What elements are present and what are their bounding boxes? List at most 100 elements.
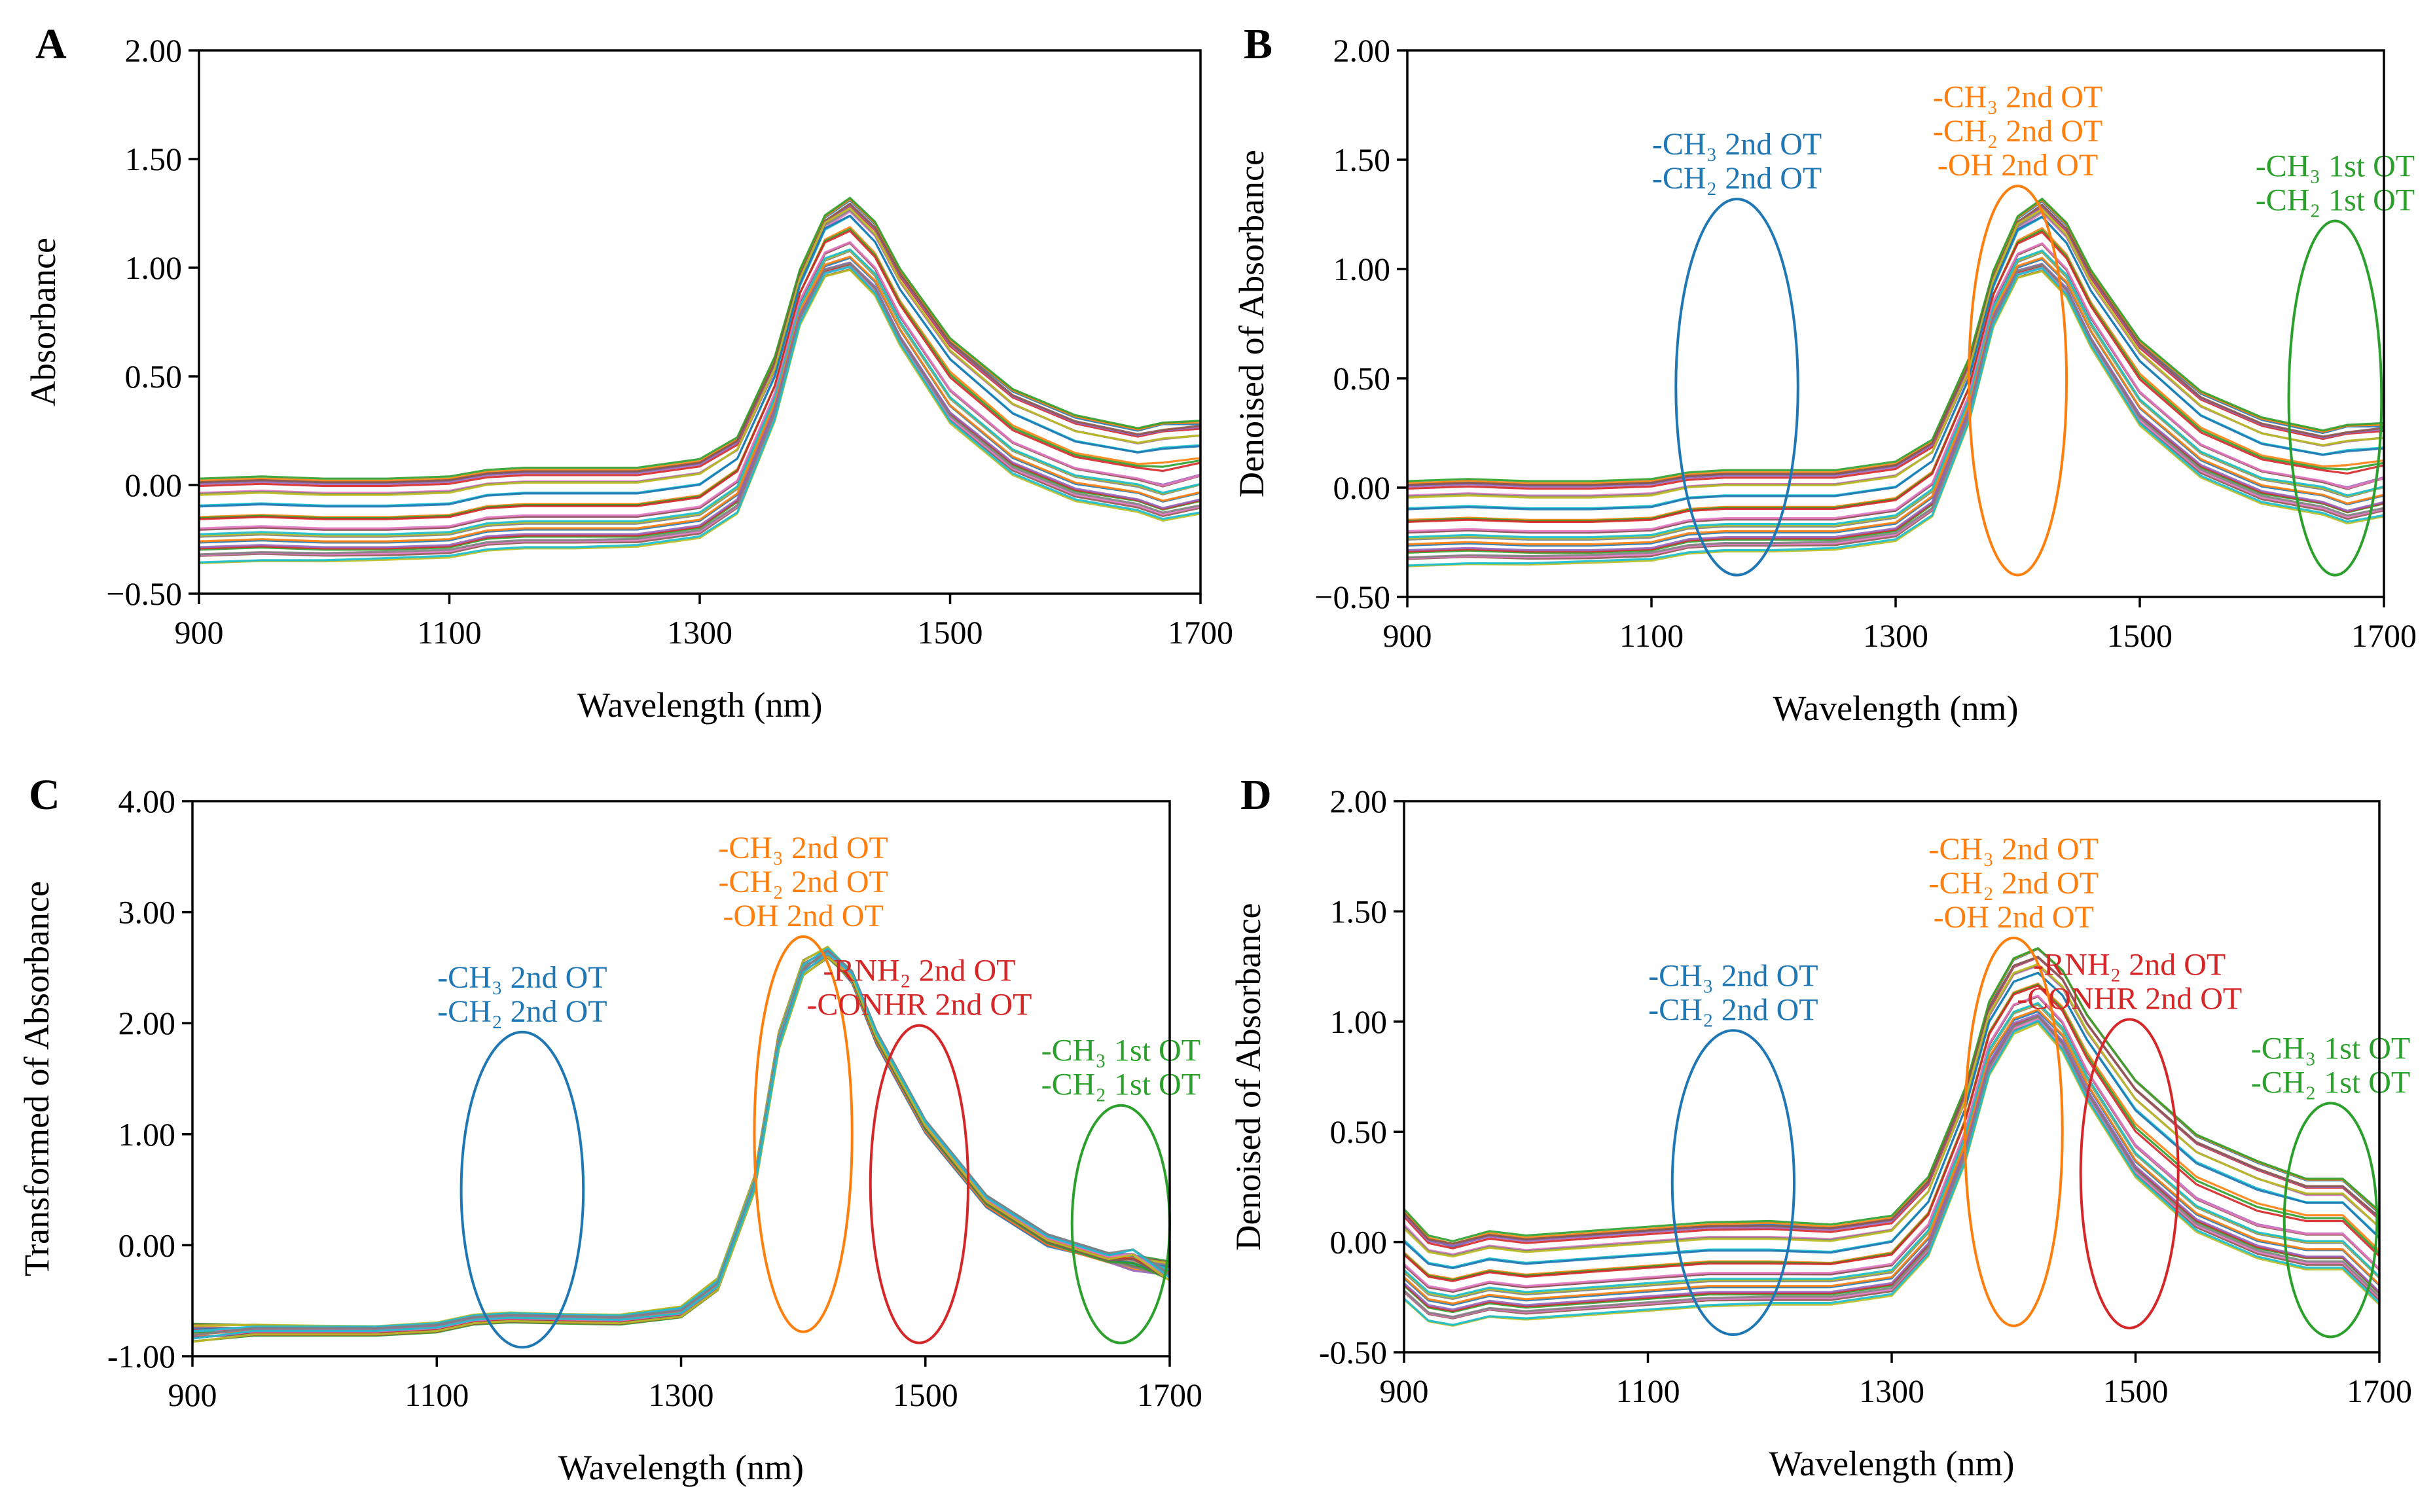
spectrum-line <box>1404 1008 2379 1305</box>
y-tick-label: 4.00 <box>118 783 176 819</box>
spectrum-line <box>1404 956 2379 1245</box>
x-tick-label: 900 <box>1383 617 1432 654</box>
x-axis-label: Wavelength (nm) <box>1769 1444 2014 1483</box>
x-tick-label: 1500 <box>893 1377 958 1413</box>
annotation-label: -CH₃ 2nd OT <box>1652 127 1822 162</box>
spectrum-line <box>192 956 1170 1343</box>
annotation-ellipse <box>2287 219 2383 577</box>
y-tick-label: 0.00 <box>125 467 183 503</box>
spectrum-line <box>1404 1013 2379 1311</box>
y-tick-label: 2.00 <box>118 1005 176 1041</box>
x-tick-label: 1100 <box>417 614 481 651</box>
spectrum-line <box>199 248 1200 535</box>
panel-letter: B <box>1244 20 1272 68</box>
annotation-label: -RNH₂ 2nd OT <box>823 954 1015 988</box>
annotation-label: -CH₂ 1st OT <box>2256 183 2415 218</box>
x-tick-label: 900 <box>1380 1373 1429 1409</box>
panel-a: −0.50 0.00 0.50 1.00 1.50 2.00 900 1100 1300 1500… <box>24 20 1233 725</box>
spectrum-line <box>1404 971 2379 1270</box>
y-tick-label: −0.50 <box>1314 579 1390 615</box>
annotation-label: -CH₃ 2nd OT <box>1933 80 2102 115</box>
spectrum-line <box>199 207 1200 496</box>
annotation-ellipse <box>1670 1029 1795 1337</box>
spectrum-line <box>199 255 1200 543</box>
annotation-label: -CH₂ 2nd OT <box>1929 866 2099 901</box>
x-tick-label: 1300 <box>1859 1373 1924 1409</box>
x-tick-label: 1500 <box>2103 1373 2169 1409</box>
annotation-ellipse <box>1967 185 2068 577</box>
annotation-ellipse <box>869 1024 970 1344</box>
spectrum-line <box>1404 963 2379 1258</box>
y-tick-label: 1.00 <box>1330 1003 1388 1040</box>
y-axis-label: Denoised of Absorbance <box>1232 150 1271 497</box>
x-tick-label: 1500 <box>2107 617 2173 654</box>
x-tick-label: 1300 <box>649 1377 714 1413</box>
annotation-ellipse <box>2282 1102 2379 1339</box>
y-axis-label: Denoised of Absorbance <box>1229 903 1268 1251</box>
y-tick-label: 2.00 <box>1330 783 1388 819</box>
y-tick-label: 3.00 <box>118 894 176 931</box>
annotation-label: -OH 2nd OT <box>1934 900 2094 935</box>
x-tick-label: 1300 <box>1863 617 1928 654</box>
panel-letter: A <box>35 20 67 68</box>
x-tick-label: 1500 <box>918 614 983 651</box>
annotation-label: -CH₂ 2nd OT <box>1933 114 2102 149</box>
y-tick-label: 0.00 <box>1330 1224 1388 1261</box>
y-tick-label: 0.50 <box>125 358 183 395</box>
y-tick-label: 1.50 <box>125 141 183 177</box>
x-tick-label: 1100 <box>1619 617 1684 654</box>
y-tick-label: 1.00 <box>1333 251 1391 287</box>
panel-b: -CH₃ 2nd OT-CH₂ 2nd OT-CH₃ 2nd OT-CH₂ 2n… <box>1232 20 2417 728</box>
y-tick-label: 1.00 <box>125 249 183 286</box>
annotation-label: -CH₃ 1st OT <box>2251 1031 2410 1066</box>
spectrum-line <box>1404 1001 2379 1298</box>
annotation-ellipse <box>1674 198 1799 577</box>
panel-c: -CH₃ 2nd OT-CH₂ 2nd OT-CH₃ 2nd OT-CH₂ 2n… <box>17 771 1202 1487</box>
annotation-label: -CH₃ 2nd OT <box>1929 832 2099 867</box>
annotation-label: -CH₂ 1st OT <box>2251 1065 2410 1100</box>
x-axis-label: Wavelength (nm) <box>577 685 822 725</box>
x-tick-label: 900 <box>168 1377 217 1413</box>
spectrum-line <box>1404 1015 2379 1318</box>
annotation-label: -CH₃ 2nd OT <box>718 831 888 865</box>
annotation-label: -CH₂ 1st OT <box>1041 1068 1200 1102</box>
spectrum-line <box>199 214 1200 508</box>
y-axis-label: Transformed of Absorbance <box>17 881 56 1276</box>
x-tick-label: 1700 <box>1137 1377 1202 1413</box>
annotation-ellipse <box>2079 1018 2180 1329</box>
y-tick-label: 2.00 <box>125 32 183 69</box>
annotation-label: -CH₂ 2nd OT <box>437 994 607 1029</box>
y-tick-label: -1.00 <box>107 1338 175 1375</box>
y-tick-label: 1.50 <box>1333 141 1391 178</box>
annotation-ellipse <box>1963 936 2064 1327</box>
y-tick-label: 1.50 <box>1330 893 1388 929</box>
spectra-group <box>192 945 1170 1343</box>
y-tick-label: 0.50 <box>1333 360 1391 397</box>
panel-letter: C <box>29 771 60 819</box>
panel-letter: D <box>1240 771 1272 819</box>
y-tick-label: 0.00 <box>118 1227 176 1263</box>
y-tick-label: 1.00 <box>118 1116 176 1153</box>
spectrum-line <box>1404 984 2379 1282</box>
x-tick-label: 1700 <box>2347 1373 2412 1409</box>
annotation-label: -RNH₂ 2nd OT <box>2033 947 2226 982</box>
annotation-ellipse <box>460 1030 585 1349</box>
spectrum-line <box>1404 994 2379 1292</box>
x-tick-label: 1100 <box>405 1377 469 1413</box>
spectrum-line <box>199 202 1200 484</box>
panel-d: -CH₃ 2nd OT-CH₂ 2nd OT-CH₃ 2nd OT-CH₂ 2n… <box>1229 771 2412 1483</box>
x-tick-label: 900 <box>175 614 224 651</box>
spectrum-line <box>199 196 1200 480</box>
y-tick-label: 2.00 <box>1333 32 1391 69</box>
spectra-group <box>199 196 1200 564</box>
spectrum-line <box>199 241 1200 530</box>
y-tick-label: 0.00 <box>1333 469 1391 506</box>
spectrum-line <box>1404 946 2379 1242</box>
annotation-label: -CH₃ 2nd OT <box>1648 958 1818 993</box>
annotation-label: -CH₃ 1st OT <box>2256 149 2415 184</box>
spectrum-line <box>192 952 1170 1340</box>
x-axis-label: Wavelength (nm) <box>558 1448 804 1487</box>
spectrum-line <box>199 261 1200 549</box>
annotation-label: -CH₂ 2nd OT <box>1648 992 1818 1027</box>
